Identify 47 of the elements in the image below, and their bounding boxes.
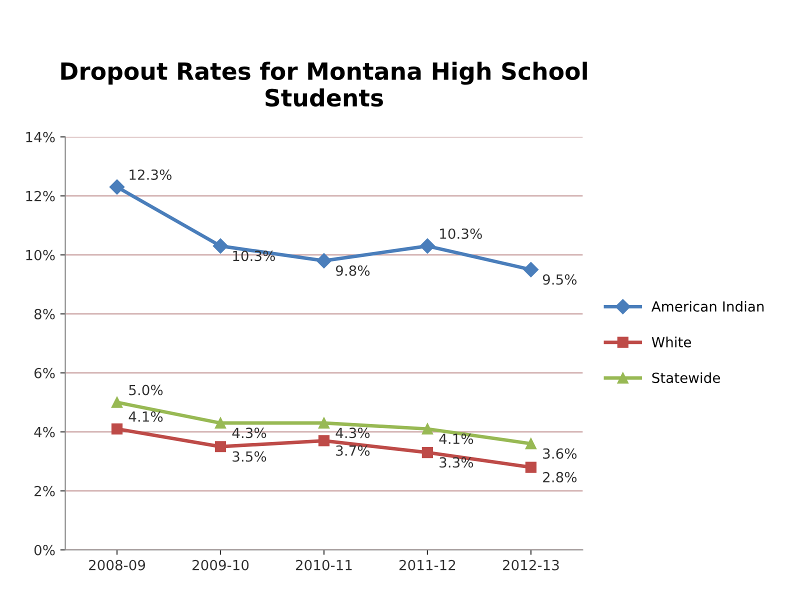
point	[523, 262, 538, 278]
point	[212, 238, 228, 254]
chart-title: Dropout Rates for Montana High School Students	[61, 62, 587, 107]
y-tick-label: 4%	[34, 426, 55, 438]
data-label: 4.1%	[439, 434, 474, 444]
point	[111, 396, 123, 408]
point	[109, 179, 125, 195]
x-tick-label: 2009-10	[192, 560, 249, 570]
legend-label: Statewide	[652, 372, 720, 384]
x-tick-label: 2011-12	[399, 560, 456, 570]
data-label: 3.7%	[336, 445, 370, 456]
data-label: 3.3%	[440, 457, 474, 468]
y-tick-label: 8%	[34, 308, 55, 320]
point	[422, 423, 434, 434]
point	[420, 238, 436, 254]
point	[318, 435, 330, 446]
data-label: 3.5%	[232, 451, 266, 462]
point	[214, 417, 226, 429]
data-label: 5.0%	[129, 384, 163, 396]
data-label: 12.3%	[130, 169, 172, 180]
point	[318, 417, 330, 429]
data-label: 9.5%	[542, 274, 577, 285]
y-tick-label: 2%	[34, 486, 55, 496]
data-label: 4.3%	[232, 428, 266, 438]
x-tick-label: 2010-11	[296, 560, 352, 570]
data-label: 4.3%	[336, 428, 370, 438]
point	[422, 446, 434, 458]
x-tick-label: 2008-09	[89, 560, 146, 570]
y-tick-label: 12%	[26, 190, 55, 202]
data-label: 2.8%	[543, 472, 577, 482]
x-tick-label: 2012-13	[502, 560, 559, 570]
y-tick-label: 10%	[26, 250, 55, 260]
y-tick-label: 6%	[34, 368, 55, 378]
point	[214, 441, 226, 452]
data-label: 10.3%	[440, 228, 482, 239]
y-tick-label: 0%	[34, 544, 55, 556]
legend-label: American Indian	[651, 300, 764, 312]
point	[525, 462, 536, 473]
point	[111, 423, 123, 434]
point	[525, 438, 536, 450]
point	[316, 253, 332, 268]
data-label: 9.8%	[336, 265, 370, 276]
legend-label: White	[652, 336, 691, 348]
data-label: 10.3%	[233, 250, 275, 262]
y-tick-label: 14%	[26, 132, 55, 142]
data-label: 3.6%	[543, 448, 577, 459]
data-label: 4.1%	[128, 411, 163, 422]
